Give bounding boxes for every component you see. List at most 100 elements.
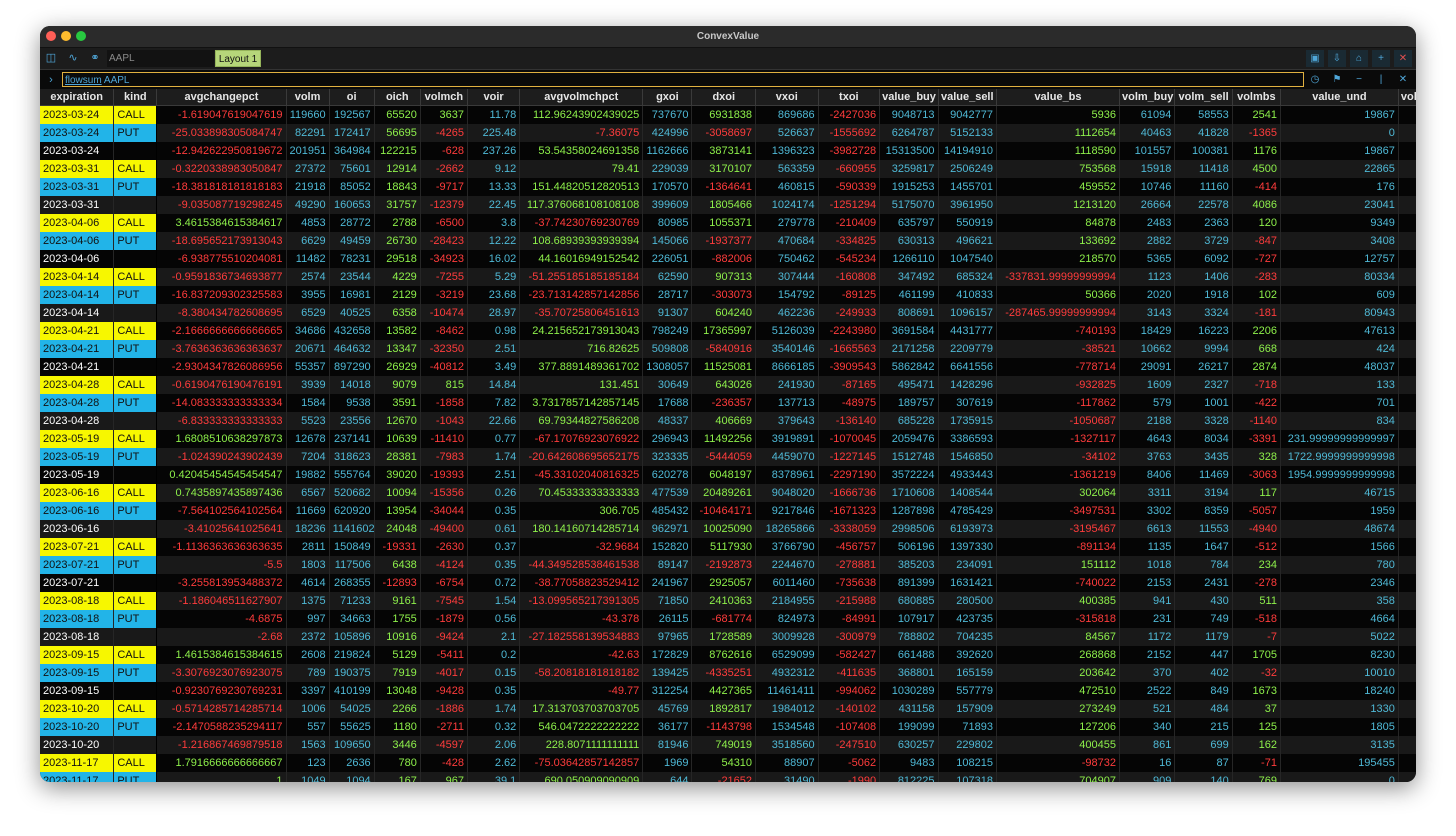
column-header-avgvolmchpct[interactable]: avgvolmchpct [519,89,644,106]
chevron-right-icon[interactable]: › [49,74,53,86]
sidebar-icon[interactable]: ◫ [45,52,57,64]
column-header-oich[interactable]: oich [374,89,421,106]
table-row[interactable]: 2023-10-20 CALL -0.5714285714285714 1006 540… [40,700,1416,718]
column-header-voir[interactable]: voir [467,89,521,106]
column-header-vxoi[interactable]: vxoi [755,89,819,106]
divider-icon[interactable]: | [1379,74,1383,85]
column-header-volm[interactable]: volm [286,89,330,106]
table-row[interactable]: 2023-03-31 -9.035087719298245 49290 160653 3… [40,196,1416,214]
table-row[interactable]: 2023-04-14 -8.380434782608695 6529 40525 635… [40,304,1416,322]
cell-vxoi: 11461411 [755,682,819,700]
column-header-txoi[interactable]: txoi [818,89,881,106]
column-header-gxoi[interactable]: gxoi [642,89,693,106]
zoom-window-button[interactable] [76,31,86,41]
column-header-avgchangepct[interactable]: avgchangepct [156,89,287,106]
table-row[interactable]: 2023-05-19 CALL 1.6808510638297873 12678 237… [40,430,1416,448]
cell-avgchangepct: -5.5 [156,556,287,574]
cell-value-und: 2346 [1280,574,1399,592]
table-row[interactable]: 2023-04-14 PUT -16.83720930232558​3 3955 169… [40,286,1416,304]
table-row[interactable]: 2023-04-28 PUT -14.08333333333333​4 1584 953… [40,394,1416,412]
save-icon[interactable]: ▣ [1306,50,1324,67]
table-row[interactable]: 2023-06-16 -3.4102564102564​1 18236 1141602… [40,520,1416,538]
activity-icon[interactable]: ∿ [68,52,78,64]
cell-value-buy: 5175070 [879,196,939,214]
table-row[interactable]: 2023-07-21 CALL -1.1136363636363635 2811 150… [40,538,1416,556]
command-input[interactable]: flowsum AAPL [62,72,1304,87]
cell-dxoi: 11525081 [691,358,757,376]
table-row[interactable]: 2023-11-17 PUT 1 1049 1094 167 967 39.1 690.0509… [40,772,1416,782]
cell-volmch: -49400 [420,520,468,538]
table-row[interactable]: 2023-04-21 CALL -2.1666666666666665 34686 43… [40,322,1416,340]
table-row[interactable]: 2023-08-18 PUT -4.6875 997 34663 1755 -1879 0.5… [40,610,1416,628]
link-icon[interactable]: ⚭ [90,52,100,64]
table-row[interactable]: 2023-08-18 CALL -1.186046511627907 1375 7123… [40,592,1416,610]
table-row[interactable]: 2023-06-16 CALL 0.7435897435897436 6567 5206… [40,484,1416,502]
plus-icon[interactable]: + [1372,50,1390,67]
close-panel-icon[interactable]: ✕ [1398,74,1408,85]
close-window-button[interactable] [46,31,56,41]
clock-icon[interactable]: ◷ [1310,74,1320,85]
cell-volm: 1563 [286,736,330,754]
table-row[interactable]: 2023-05-19 PUT -1.024390243902439 7204 31862… [40,448,1416,466]
table-row[interactable]: 2023-04-21 -2.930434782608695​6 55357 89729… [40,358,1416,376]
table-row[interactable]: 2023-04-06 -6.938775510204081 11482 78231 29… [40,250,1416,268]
table-row[interactable]: 2023-10-20 PUT -2.1470588235294117 557 55625… [40,718,1416,736]
table-row[interactable]: 2023-05-19 0.4204545454545454​7 19882 55576… [40,466,1416,484]
cell-dxoi: -3058697 [691,124,757,142]
table-row[interactable]: 2023-08-18 -2.68 2372 105896 10916 -9424 2.1 -2… [40,628,1416,646]
table-row[interactable]: 2023-03-24 PUT -25.03389830508474​7 82291 17… [40,124,1416,142]
table-row[interactable]: 2023-07-21 -3.255813953488372 4614 268355 -1… [40,574,1416,592]
table-row[interactable]: 2023-04-28 CALL -0.6190476190476191 3939 140… [40,376,1416,394]
table-row[interactable]: 2023-04-21 PUT -3.7636363636363637 20671 464… [40,340,1416,358]
column-header-volmbs[interactable]: volmbs [1232,89,1281,106]
cell-volm-u [1398,376,1416,394]
cell-expiration: 2023-03-24 [40,105,115,124]
table-row[interactable]: 2023-04-28 -6.833333333333333 5523 23556 126… [40,412,1416,430]
cell-volm: 6567 [286,484,330,502]
cell-volmch: -4597 [420,736,468,754]
cell-avgvolmchpct: -67.17076923076922 [519,430,644,448]
column-header-volm-u[interactable]: volm_u [1398,89,1416,106]
table-row[interactable]: 2023-09-15 CALL 1.4615384615384615 2608 2198… [40,646,1416,664]
table-row[interactable]: 2023-09-15 PUT -3.3076923076923075 789 19037… [40,664,1416,682]
column-header-value-bs[interactable]: value_bs [996,89,1121,106]
cell-volmch: 815 [420,376,468,394]
column-header-kind[interactable]: kind [113,89,158,106]
column-header-value-und[interactable]: value_und [1280,89,1399,106]
table-row[interactable]: 2023-06-16 PUT -7.564102564102564 11669 6209… [40,502,1416,520]
table-row[interactable]: 2023-11-17 CALL 1.7916666666666667 123 2636 7… [40,754,1416,772]
cell-volmch: -3219 [420,286,468,304]
table-row[interactable]: 2023-04-06 PUT -18.69565217391304​3 6629 494… [40,232,1416,250]
table-row[interactable]: 2023-04-06 CALL 3.4615384615384617 4853 2877… [40,214,1416,232]
symbol-input[interactable]: AAPL [107,50,214,67]
column-header-dxoi[interactable]: dxoi [691,89,757,106]
close-icon[interactable]: ✕ [1394,50,1412,67]
table-row[interactable]: 2023-03-24 CALL -1.619047619047619 119660 19… [40,105,1416,124]
column-header-value-buy[interactable]: value_buy [879,89,939,106]
column-header-oi[interactable]: oi [329,89,375,106]
table-row[interactable]: 2023-03-31 PUT -18.38181818181818​3 21918 85… [40,178,1416,196]
table-row[interactable]: 2023-04-14 CALL -0.9591836734693877 2574 235… [40,268,1416,286]
table-row[interactable]: 2023-09-15 -0.923076923076923​1 3397 410199… [40,682,1416,700]
cell-volm: 82291 [286,124,330,142]
download-icon[interactable]: ⇩ [1328,50,1346,67]
table-row[interactable]: 2023-03-24 -12.94262295081967​2 201951 3649… [40,142,1416,160]
table-row[interactable]: 2023-10-20 -1.216867469879518 1563 109650 34… [40,736,1416,754]
minus-icon[interactable]: − [1356,74,1362,85]
minimize-window-button[interactable] [61,31,71,41]
cell-volm-buy: 10746 [1119,178,1176,196]
column-header-volm-buy[interactable]: volm_buy [1119,89,1176,106]
cell-volm-sell: 16223 [1174,322,1233,340]
bookmark-icon[interactable]: ⚑ [1332,74,1342,85]
table-row[interactable]: 2023-07-21 PUT -5.5 1803 117506 6438 -4124 0.35… [40,556,1416,574]
home-icon[interactable]: ⌂ [1350,50,1368,67]
column-header-volm-sell[interactable]: volm_sell [1174,89,1233,106]
cell-voir: 0.72 [467,574,521,592]
column-header-volmch[interactable]: volmch [420,89,468,106]
table-row[interactable]: 2023-03-31 CALL -0.3220338983050847 27372 75… [40,160,1416,178]
column-header-expiration[interactable]: expiration [40,89,115,106]
column-header-value-sell[interactable]: value_sell [938,89,997,106]
tab-layout-1[interactable]: Layout 1 [215,50,261,67]
cell-kind [113,196,158,214]
cell-value-und: 5022 [1280,628,1399,646]
